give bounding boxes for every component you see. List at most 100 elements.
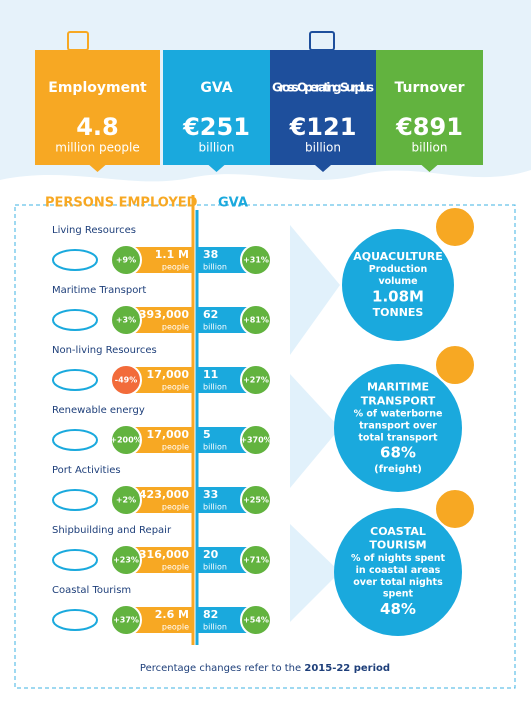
card: [35, 50, 160, 172]
change-badge: [240, 304, 272, 336]
change-badge: [240, 424, 272, 456]
sector-name: Shipbuilding and Repair: [52, 525, 172, 536]
callout-unit: TONNES: [373, 306, 424, 319]
change-badge: [110, 364, 142, 396]
employment-value: 17,000: [147, 368, 190, 381]
employment-value: 1.1 M: [155, 248, 189, 261]
employment-change: +3%: [116, 316, 136, 325]
column-header: GVA: [218, 196, 248, 211]
gva-unit: billion: [203, 623, 227, 632]
callout-icon: [434, 488, 476, 530]
employment-value: 393,000: [139, 308, 189, 321]
callout-value: 68%: [380, 444, 416, 462]
callout-circle: [342, 229, 454, 341]
employment-unit: people: [162, 383, 189, 392]
card-value: 4.8: [76, 113, 119, 141]
gva-value: 62: [203, 308, 218, 321]
callout-description: spent: [383, 589, 414, 600]
sector-name: Non-living Resources: [52, 345, 157, 356]
employment-change: +2%: [116, 496, 136, 505]
pointer: [290, 374, 340, 488]
change-badge: [110, 604, 142, 636]
pointer: [290, 225, 340, 355]
card: [270, 50, 376, 172]
sector-name: Living Resources: [52, 225, 136, 236]
sector-name: Coastal Tourism: [52, 585, 131, 596]
callout-circle: [334, 364, 462, 492]
sector-icon: [52, 249, 98, 271]
callout-description: % of waterborne: [354, 409, 443, 420]
sector-icon: [52, 309, 98, 331]
gva-value: 82: [203, 608, 218, 621]
sector-name: Renewable energy: [52, 405, 145, 416]
pointer: [290, 524, 340, 622]
callout-description: in coastal areas: [356, 565, 441, 576]
sector-icon: [52, 609, 98, 631]
employment-unit: people: [162, 443, 189, 452]
footnote-period: 2015-22 period: [304, 663, 390, 674]
change-badge: [240, 604, 272, 636]
employment-value: 17,000: [147, 428, 190, 441]
change-badge: [110, 424, 142, 456]
employment-change: +9%: [116, 256, 136, 265]
card-value: €251: [182, 113, 250, 141]
gva-unit: billion: [203, 443, 227, 452]
change-badge: [240, 244, 272, 276]
gva-unit: billion: [203, 503, 227, 512]
change-badge: [240, 484, 272, 516]
employment-unit: people: [162, 503, 189, 512]
change-badge: [110, 244, 142, 276]
callout-value: 48%: [380, 600, 416, 618]
card: [376, 50, 483, 172]
callout-title: AQUACULTURE: [353, 250, 443, 263]
gva-change: +81%: [243, 316, 269, 325]
gva-unit: billion: [203, 563, 227, 572]
card-unit: billion: [199, 141, 235, 155]
card-value: €891: [395, 113, 463, 141]
callout-unit: (freight): [374, 464, 422, 475]
employment-unit: people: [162, 563, 189, 572]
gva-change: +370%: [240, 436, 271, 445]
employment-value: 316,000: [139, 548, 189, 561]
gva-change: +71%: [243, 556, 269, 565]
card-unit: billion: [305, 141, 341, 155]
gva-change: +27%: [243, 376, 269, 385]
employment-unit: people: [162, 623, 189, 632]
employment-change: -49%: [115, 376, 137, 385]
callout-description: % of nights spent: [351, 553, 446, 564]
sector-icon: [52, 429, 98, 451]
gva-change: +54%: [243, 616, 269, 625]
callout-value: 1.08M: [372, 287, 424, 305]
gva-unit: billion: [203, 323, 227, 332]
callout-description: total transport: [358, 432, 438, 443]
employment-unit: people: [162, 323, 189, 332]
card-title: GVA: [200, 80, 232, 96]
change-badge: [240, 544, 272, 576]
gva-change: +25%: [243, 496, 269, 505]
change-badge: [110, 304, 142, 336]
callout-title: MARITIME: [367, 381, 429, 394]
change-badge: [110, 484, 142, 516]
callout-title: COASTAL: [370, 525, 426, 538]
gva-value: 20: [203, 548, 219, 561]
callout-title: TRANSPORT: [361, 394, 436, 407]
callout-description: transport over: [359, 421, 437, 432]
card-unit: million people: [55, 141, 139, 155]
column-header: PERSONS EMPLOYED: [45, 196, 198, 211]
gva-unit: billion: [203, 383, 227, 392]
callout-circle: [334, 508, 462, 636]
sector-icon: [52, 369, 98, 391]
callout-title: TOURISM: [369, 539, 426, 552]
section-frame: [14, 204, 516, 689]
footnote: Percentage changes refer to the 2015-22 …: [140, 663, 390, 674]
card-unit: billion: [412, 141, 448, 155]
callout-icon: [434, 344, 476, 386]
card-title: Employment: [48, 80, 147, 96]
sector-name: Port Activities: [52, 465, 121, 476]
gva-change: +31%: [243, 256, 269, 265]
gva-value: 33: [203, 488, 218, 501]
callout-icon: [434, 206, 476, 248]
employment-change: +23%: [113, 556, 139, 565]
gva-value: 5: [203, 428, 211, 441]
sector-icon: [52, 549, 98, 571]
